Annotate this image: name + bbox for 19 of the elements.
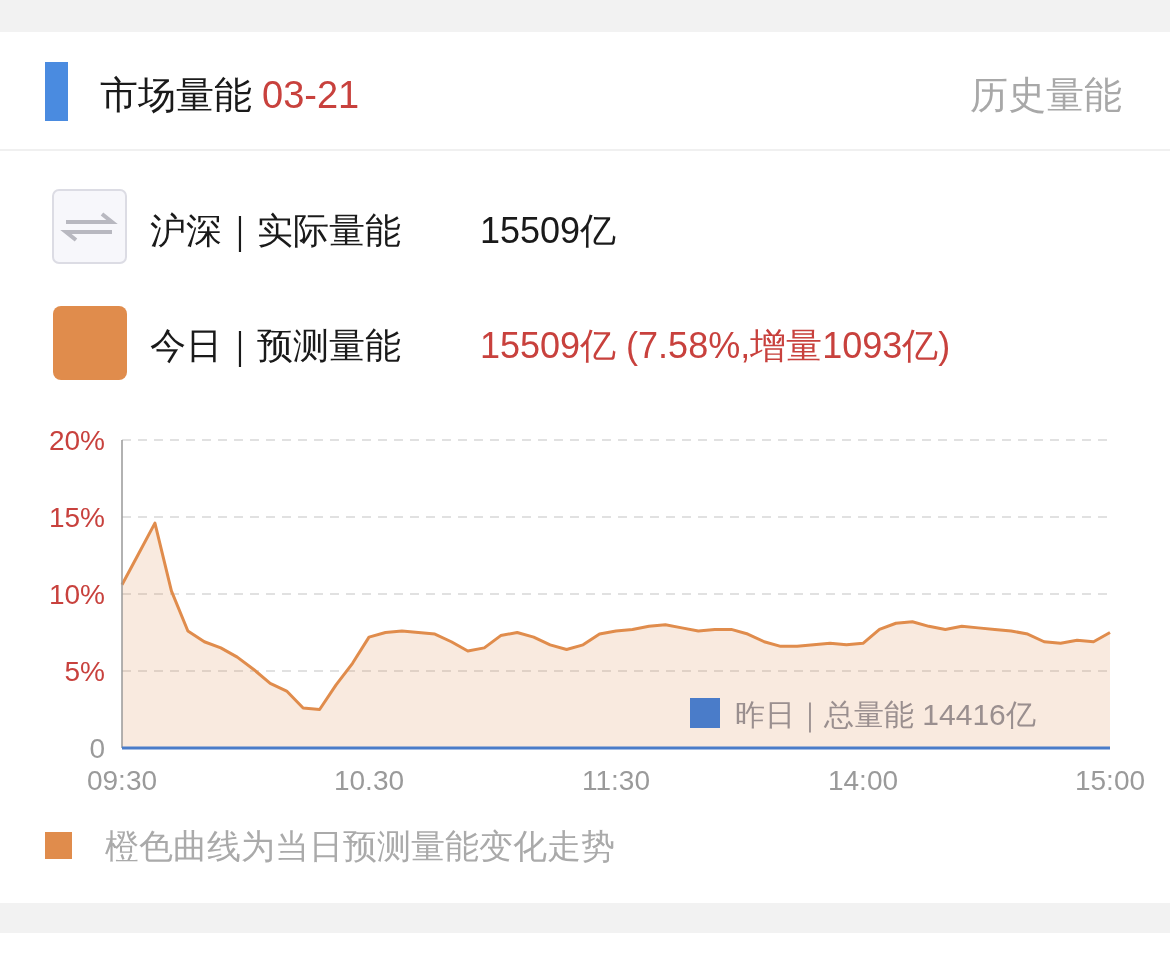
y-tick-label: 15% [48,502,105,533]
legend-label: 今日｜预测量能 [150,325,401,367]
y-tick-label: 20% [48,425,105,456]
y-tick-label: 5% [64,656,105,687]
x-tick-label: 15:00 [1074,765,1146,796]
x-tick-label: 09:30 [86,765,158,796]
text: 15509亿 [480,210,617,251]
x-tick-label: 10.30 [333,765,405,796]
x-tick-label: 11:30 [582,765,650,796]
y-tick-label: 0 [89,733,105,764]
text: 历史量能 [970,74,1122,116]
x-tick-label: 14:00 [827,765,899,796]
text: 沪深｜实际量能 [150,210,401,252]
legend-label: 昨日｜总量能 14416亿 [735,698,1036,733]
text: 15509亿 (7.58%,增量1093亿) [480,325,951,366]
text: 橙色曲线为当日预测量能变化走势 [105,827,615,865]
y-tick-label: 10% [48,579,105,610]
chart-title: 市场量能 [100,74,252,116]
chart-subtitle: 03-21 [262,74,360,116]
